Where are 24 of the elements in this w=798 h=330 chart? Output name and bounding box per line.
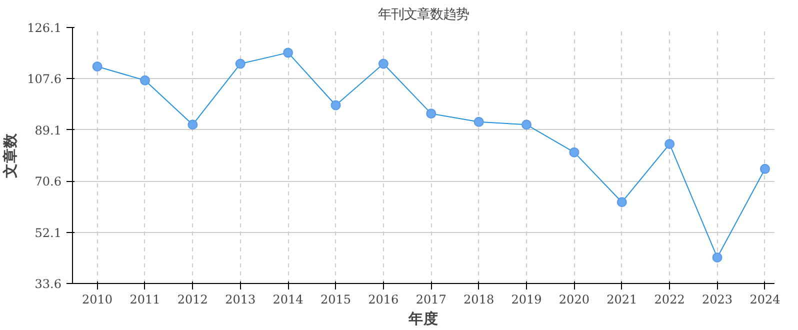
x-tick-label: 2013 (225, 292, 256, 306)
y-tick-label: 70.6 (34, 174, 62, 189)
y-axis-title: 文章数 (1, 132, 20, 179)
x-tick-label: 2016 (368, 292, 399, 306)
x-tick-label: 2022 (654, 292, 685, 306)
x-tick-label: 2010 (82, 292, 113, 306)
y-tick-label: 126.1 (27, 21, 62, 35)
x-tick-label: 2019 (511, 292, 542, 306)
x-axis-title: 年度 (408, 310, 438, 328)
x-tick-label: 2023 (702, 292, 733, 306)
y-tick-label: 33.6 (34, 277, 62, 291)
x-tick-label: 2018 (464, 292, 494, 306)
x-tick-label: 2011 (130, 292, 160, 306)
x-tick-label: 2020 (558, 292, 590, 306)
y-tick-label: 89.1 (34, 123, 62, 138)
y-tick-label: 107.6 (27, 72, 62, 86)
x-tick-label: 2015 (320, 292, 352, 306)
chart-title: 年刊文章数趋势 (378, 8, 469, 22)
x-tick-label: 2014 (272, 292, 304, 306)
x-tick-label: 2021 (606, 292, 638, 306)
y-tick-label: 52.1 (34, 226, 62, 240)
x-tick-label: 2012 (177, 292, 208, 306)
x-tick-label: 2017 (416, 292, 446, 306)
x-tick-label: 2024 (750, 292, 781, 306)
